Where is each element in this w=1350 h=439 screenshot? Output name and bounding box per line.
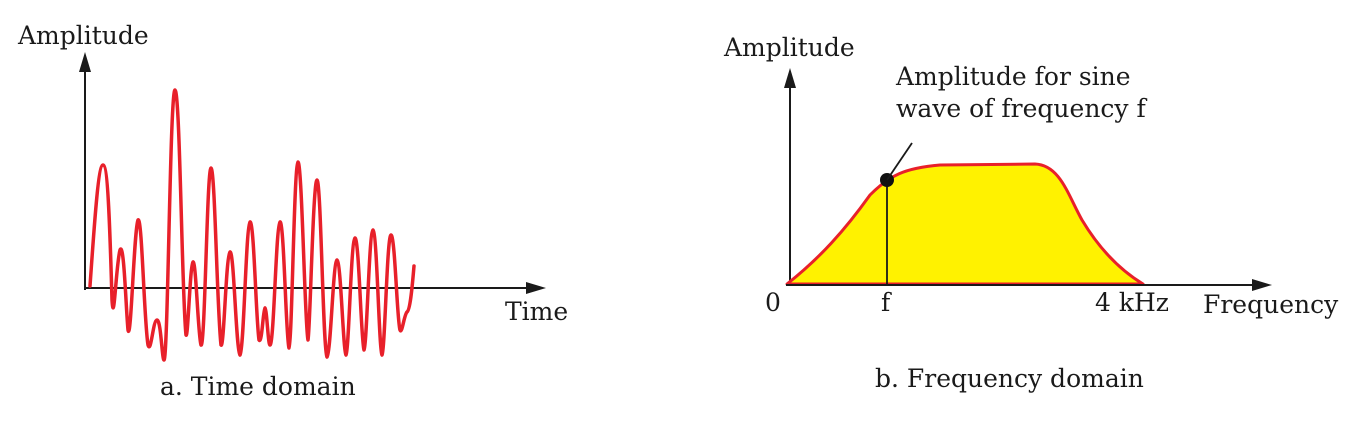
time-domain-caption: a. Time domain	[160, 372, 356, 401]
freq-f-tick-label: f	[881, 288, 892, 317]
annotation-leader-line	[886, 142, 913, 181]
time-x-axis-arrow	[526, 282, 546, 294]
time-y-axis-label: Amplitude	[17, 21, 149, 50]
frequency-domain-panel: Amplitude Amplitude for sine wave of fre…	[723, 33, 1339, 393]
frequency-domain-caption: b. Frequency domain	[875, 364, 1144, 393]
freq-x-axis-label: Frequency	[1203, 290, 1339, 319]
annotation-line-2: wave of frequency f	[896, 94, 1147, 123]
freq-y-axis-label: Amplitude	[723, 33, 855, 62]
time-y-axis-arrow	[79, 52, 91, 72]
annotation-line-1: Amplitude for sine	[895, 62, 1131, 91]
time-domain-panel: Amplitude Time a. Time domain	[17, 21, 568, 401]
freq-origin-label: 0	[765, 288, 781, 317]
time-x-axis-label: Time	[505, 297, 568, 326]
time-domain-signal	[88, 88, 416, 362]
freq-x-axis-arrow	[1252, 279, 1272, 291]
freq-y-axis-arrow	[784, 68, 796, 88]
freq-max-tick-label: 4 kHz	[1095, 288, 1169, 317]
frequency-spectrum	[785, 162, 1145, 286]
